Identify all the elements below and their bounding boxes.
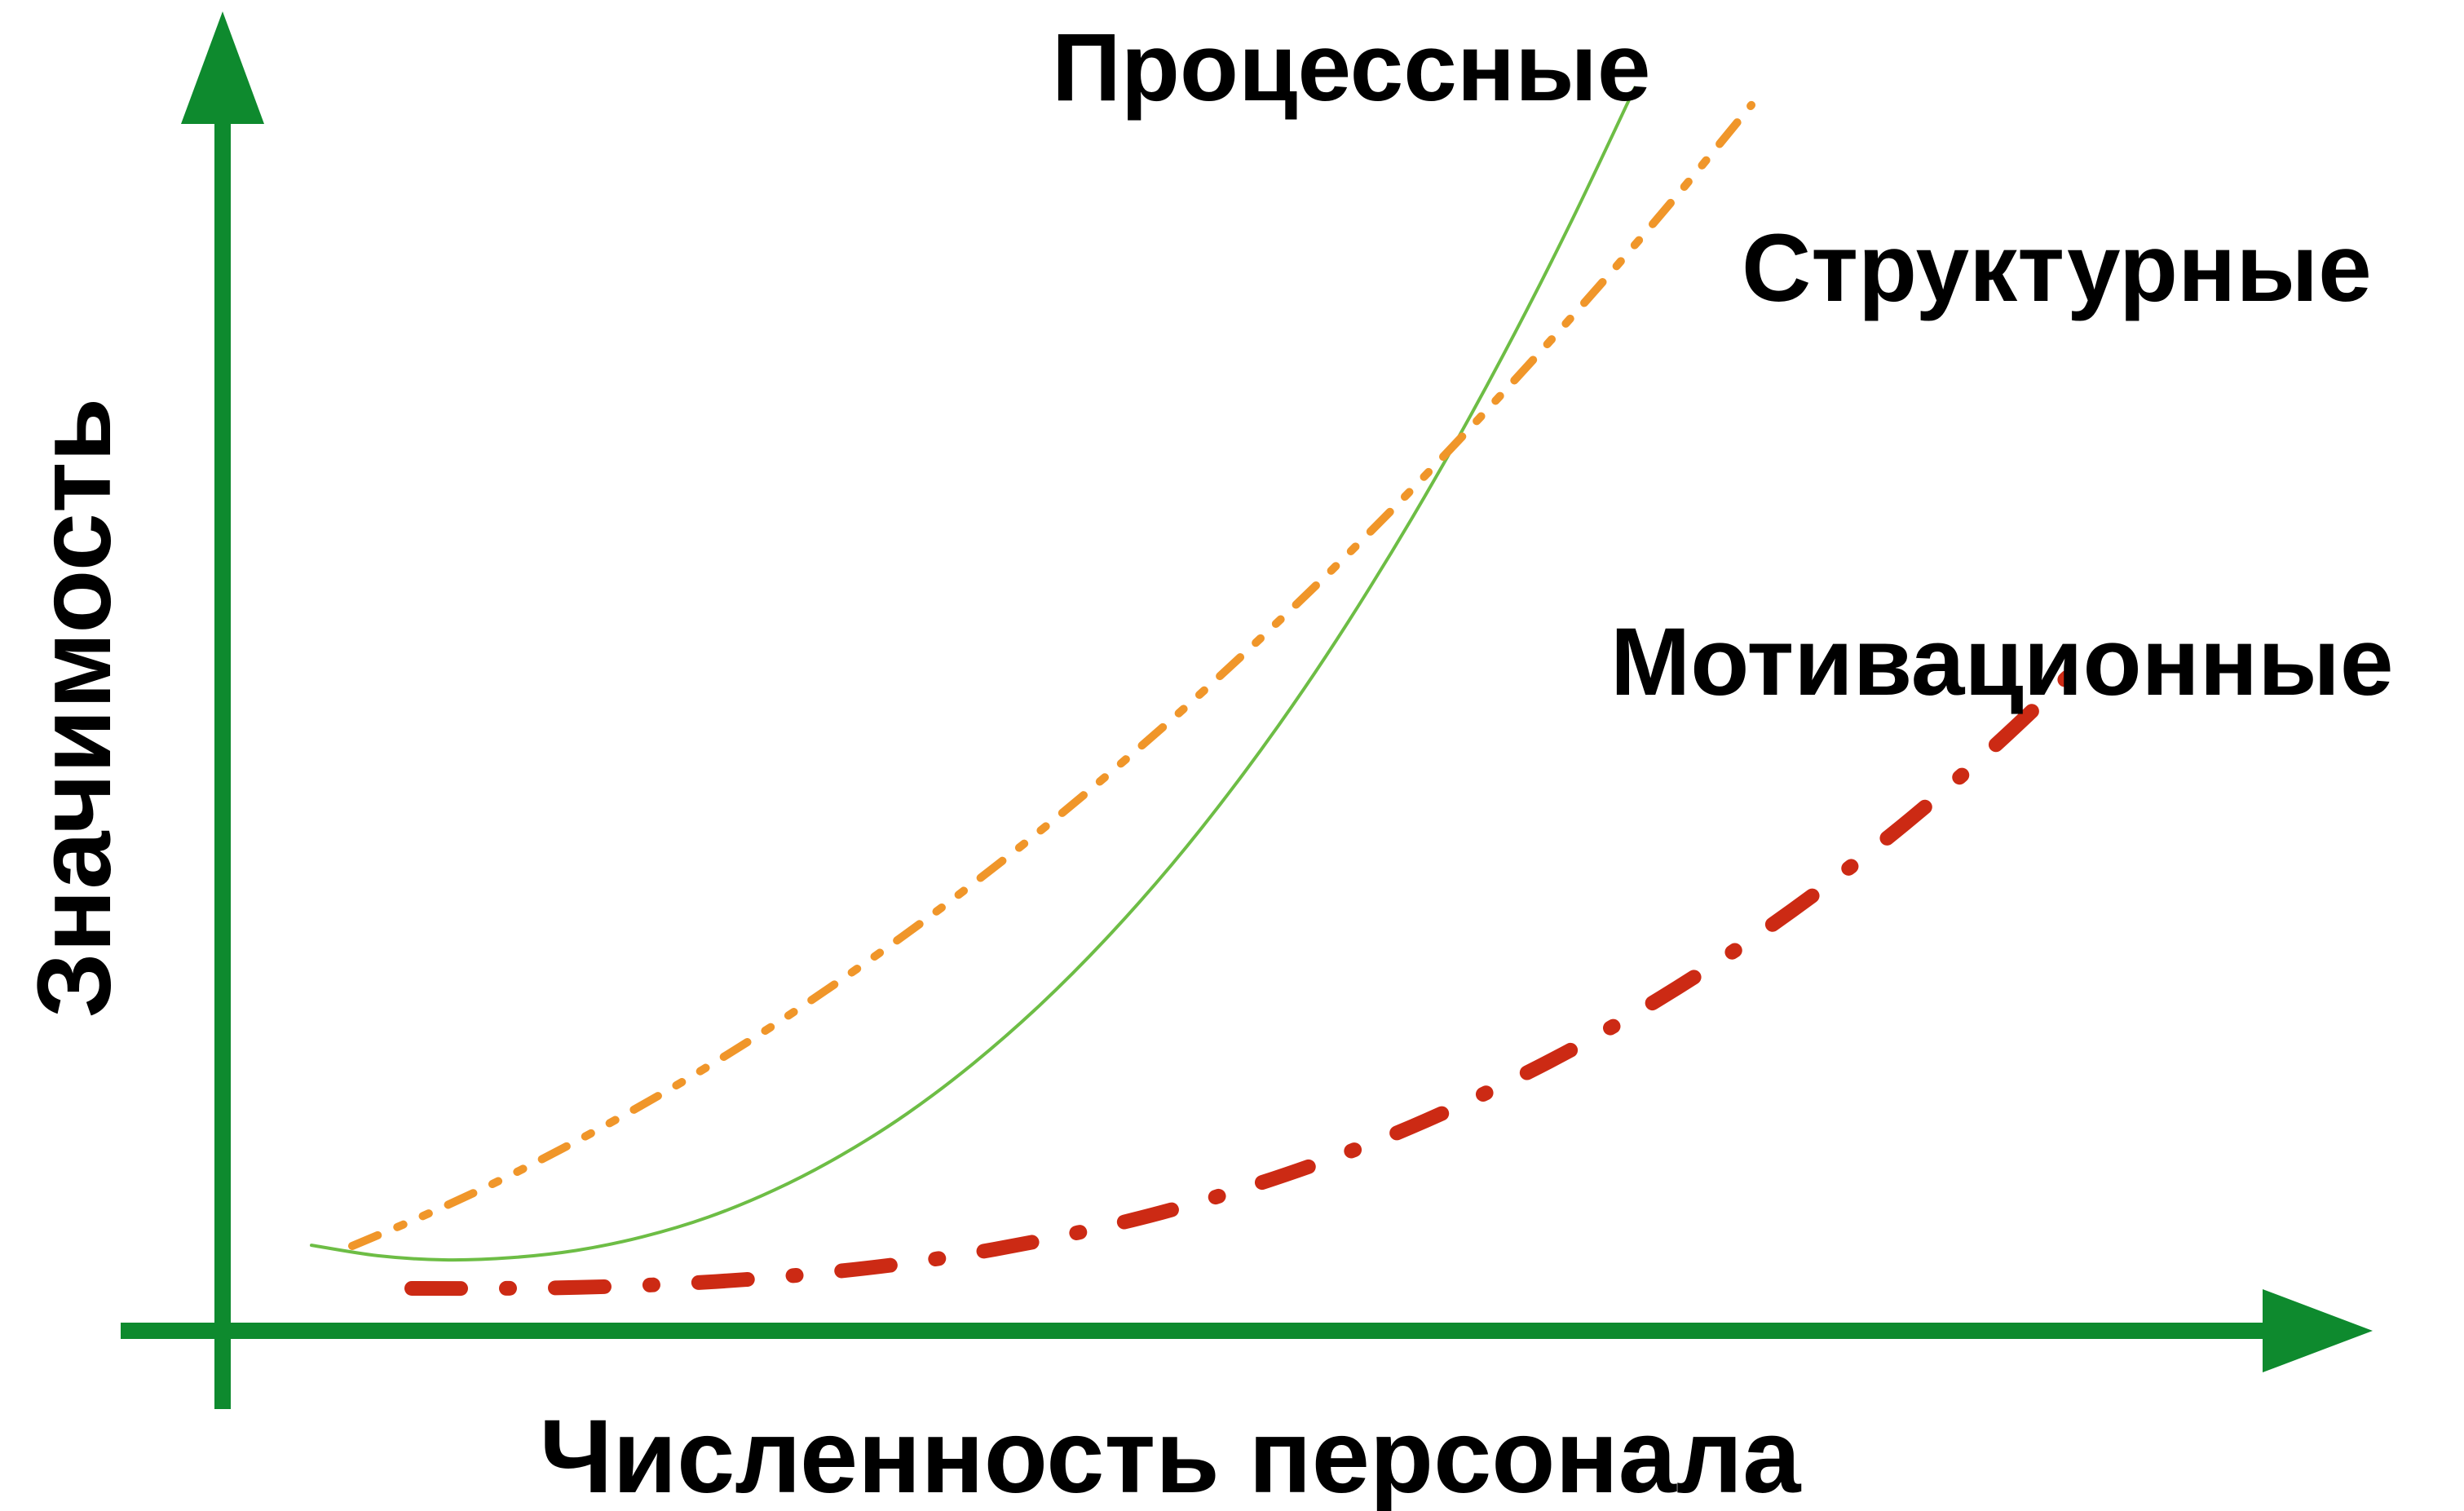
y-axis-title: Значимость bbox=[16, 398, 133, 1018]
series-label-processnye: Процессные bbox=[1052, 14, 1651, 121]
series-line-processnye bbox=[310, 86, 1636, 1262]
series-label-strukturnye: Структурные bbox=[1742, 214, 2372, 322]
x-axis-arrow bbox=[2263, 1289, 2373, 1372]
series-label-motivatsionnye: Мотивационные bbox=[1610, 608, 2393, 716]
series-line-motivatsionnye bbox=[404, 660, 2085, 1297]
x-axis-title: Численность персонала bbox=[540, 1398, 1802, 1511]
y-axis-arrow bbox=[181, 11, 264, 124]
series-line-strukturnye bbox=[348, 100, 1755, 1250]
